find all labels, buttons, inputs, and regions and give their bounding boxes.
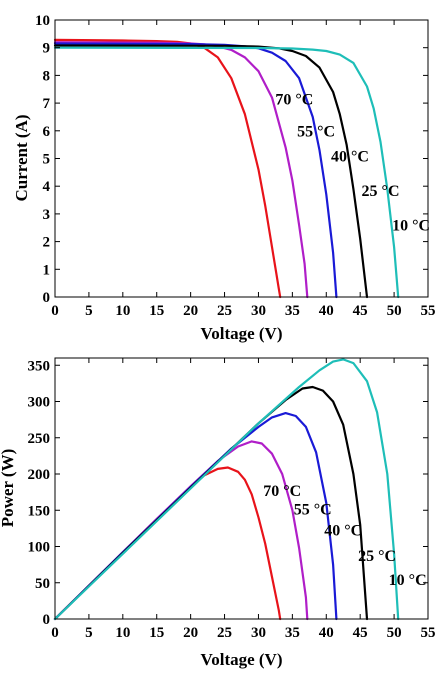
y-tick-label: 100 xyxy=(28,540,51,556)
y-tick-label: 150 xyxy=(28,503,51,519)
y-axis-label: Power (W) xyxy=(0,449,17,528)
x-tick-label: 40 xyxy=(319,625,334,641)
x-tick-label: 10 xyxy=(115,303,130,319)
x-tick-label: 25 xyxy=(217,303,232,319)
series-line-1 xyxy=(53,41,309,299)
x-tick-label: 35 xyxy=(285,303,300,319)
y-tick-label: 0 xyxy=(43,290,51,306)
y-tick-label: 0 xyxy=(43,612,51,628)
y-tick-label: 2 xyxy=(43,235,51,251)
x-tick-label: 25 xyxy=(217,625,232,641)
series-line-1 xyxy=(53,440,309,621)
x-tick-label: 55 xyxy=(421,303,436,319)
y-tick-label: 1 xyxy=(43,262,51,278)
y-tick-label: 4 xyxy=(43,179,51,195)
temperature-annotation: 40 °C xyxy=(324,523,362,540)
series-line-2 xyxy=(53,42,338,299)
temperature-annotation: 55 °C xyxy=(297,123,335,140)
plot-frame xyxy=(54,19,429,298)
plot-frame xyxy=(54,357,429,620)
x-tick-label: 15 xyxy=(149,625,164,641)
x-tick-label: 10 xyxy=(115,625,130,641)
y-tick-label: 350 xyxy=(28,358,51,374)
x-tick-label: 5 xyxy=(85,625,93,641)
x-tick-label: 5 xyxy=(85,303,93,319)
y-tick-label: 50 xyxy=(35,576,50,592)
y-tick-label: 250 xyxy=(28,431,51,447)
temperature-annotation: 25 °C xyxy=(362,183,400,200)
x-tick-label: 20 xyxy=(183,303,198,319)
x-tick-label: 15 xyxy=(149,303,164,319)
y-tick-label: 9 xyxy=(43,41,51,57)
x-axis-label: Voltage (V) xyxy=(201,324,283,343)
y-axis-label: Current (A) xyxy=(12,114,31,201)
temperature-annotation: 70 °C xyxy=(275,91,313,108)
x-tick-label: 30 xyxy=(251,625,266,641)
x-tick-label: 55 xyxy=(421,625,436,641)
y-tick-label: 3 xyxy=(43,207,51,223)
temperature-annotation: 10 °C xyxy=(389,572,427,589)
y-tick-label: 7 xyxy=(43,96,51,112)
series-line-4 xyxy=(53,358,400,621)
temperature-annotation: 55 °C xyxy=(294,502,332,519)
x-tick-label: 20 xyxy=(183,625,198,641)
temperature-annotation: 40 °C xyxy=(331,148,369,165)
x-tick-label: 50 xyxy=(387,303,402,319)
y-tick-label: 6 xyxy=(43,124,51,140)
y-tick-label: 200 xyxy=(28,467,51,483)
x-tick-label: 30 xyxy=(251,303,266,319)
series-line-0 xyxy=(53,38,282,299)
series-line-4 xyxy=(53,46,400,299)
temperature-annotation: 10 °C xyxy=(392,218,430,235)
series-group xyxy=(53,38,400,299)
power-voltage-chart: 0 5 10 15 20 25 30 35 40 45 50 55 0 50 100 150 200 250 300… xyxy=(0,357,436,669)
x-tick-label: 35 xyxy=(285,625,300,641)
y-tick-label: 300 xyxy=(28,395,51,411)
x-tick-label: 0 xyxy=(51,303,59,319)
x-tick-label: 40 xyxy=(319,303,334,319)
y-tick-label: 8 xyxy=(43,68,51,84)
series-line-0 xyxy=(53,466,282,621)
current-voltage-chart: 0 5 10 15 20 25 30 35 40 45 50 55012345678910Voltag… xyxy=(12,13,436,343)
series-line-3 xyxy=(53,44,369,299)
x-tick-label: 0 xyxy=(51,625,59,641)
series-group xyxy=(53,358,400,621)
x-tick-label: 45 xyxy=(353,303,368,319)
x-axis-label: Voltage (V) xyxy=(201,650,283,669)
temperature-annotation: 70 °C xyxy=(263,483,301,500)
x-tick-label: 45 xyxy=(353,625,368,641)
temperature-annotation: 25 °C xyxy=(358,548,396,565)
x-tick-label: 50 xyxy=(387,625,402,641)
y-tick-label: 10 xyxy=(35,13,50,29)
y-tick-label: 5 xyxy=(43,152,51,168)
